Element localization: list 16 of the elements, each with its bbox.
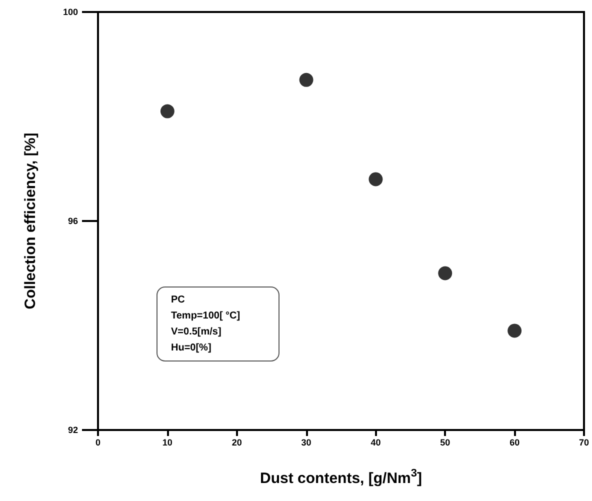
y-tick-label: 96 [68, 216, 78, 226]
annotation: Temp=100[ °C] [171, 310, 240, 322]
x-tick-label: 50 [440, 438, 450, 448]
x-tick-label: 40 [370, 438, 381, 448]
annotation: Hu=0[%] [171, 342, 212, 354]
y-tick-label: 92 [68, 425, 78, 435]
x-tick-label: 30 [301, 438, 312, 448]
x-tick-label: 70 [578, 438, 589, 448]
x-tick-label: 10 [162, 438, 172, 448]
annotation: V=0.5[m/s] [171, 326, 222, 338]
y-tick-label: 100 [62, 7, 78, 17]
x-tick-label: 60 [510, 438, 520, 448]
x-tick-label: 0 [95, 438, 101, 448]
x-tick-label: 20 [232, 438, 242, 448]
annotation: PC [171, 294, 185, 306]
y-axis-title: Collection efficiency, [%] [22, 132, 39, 310]
